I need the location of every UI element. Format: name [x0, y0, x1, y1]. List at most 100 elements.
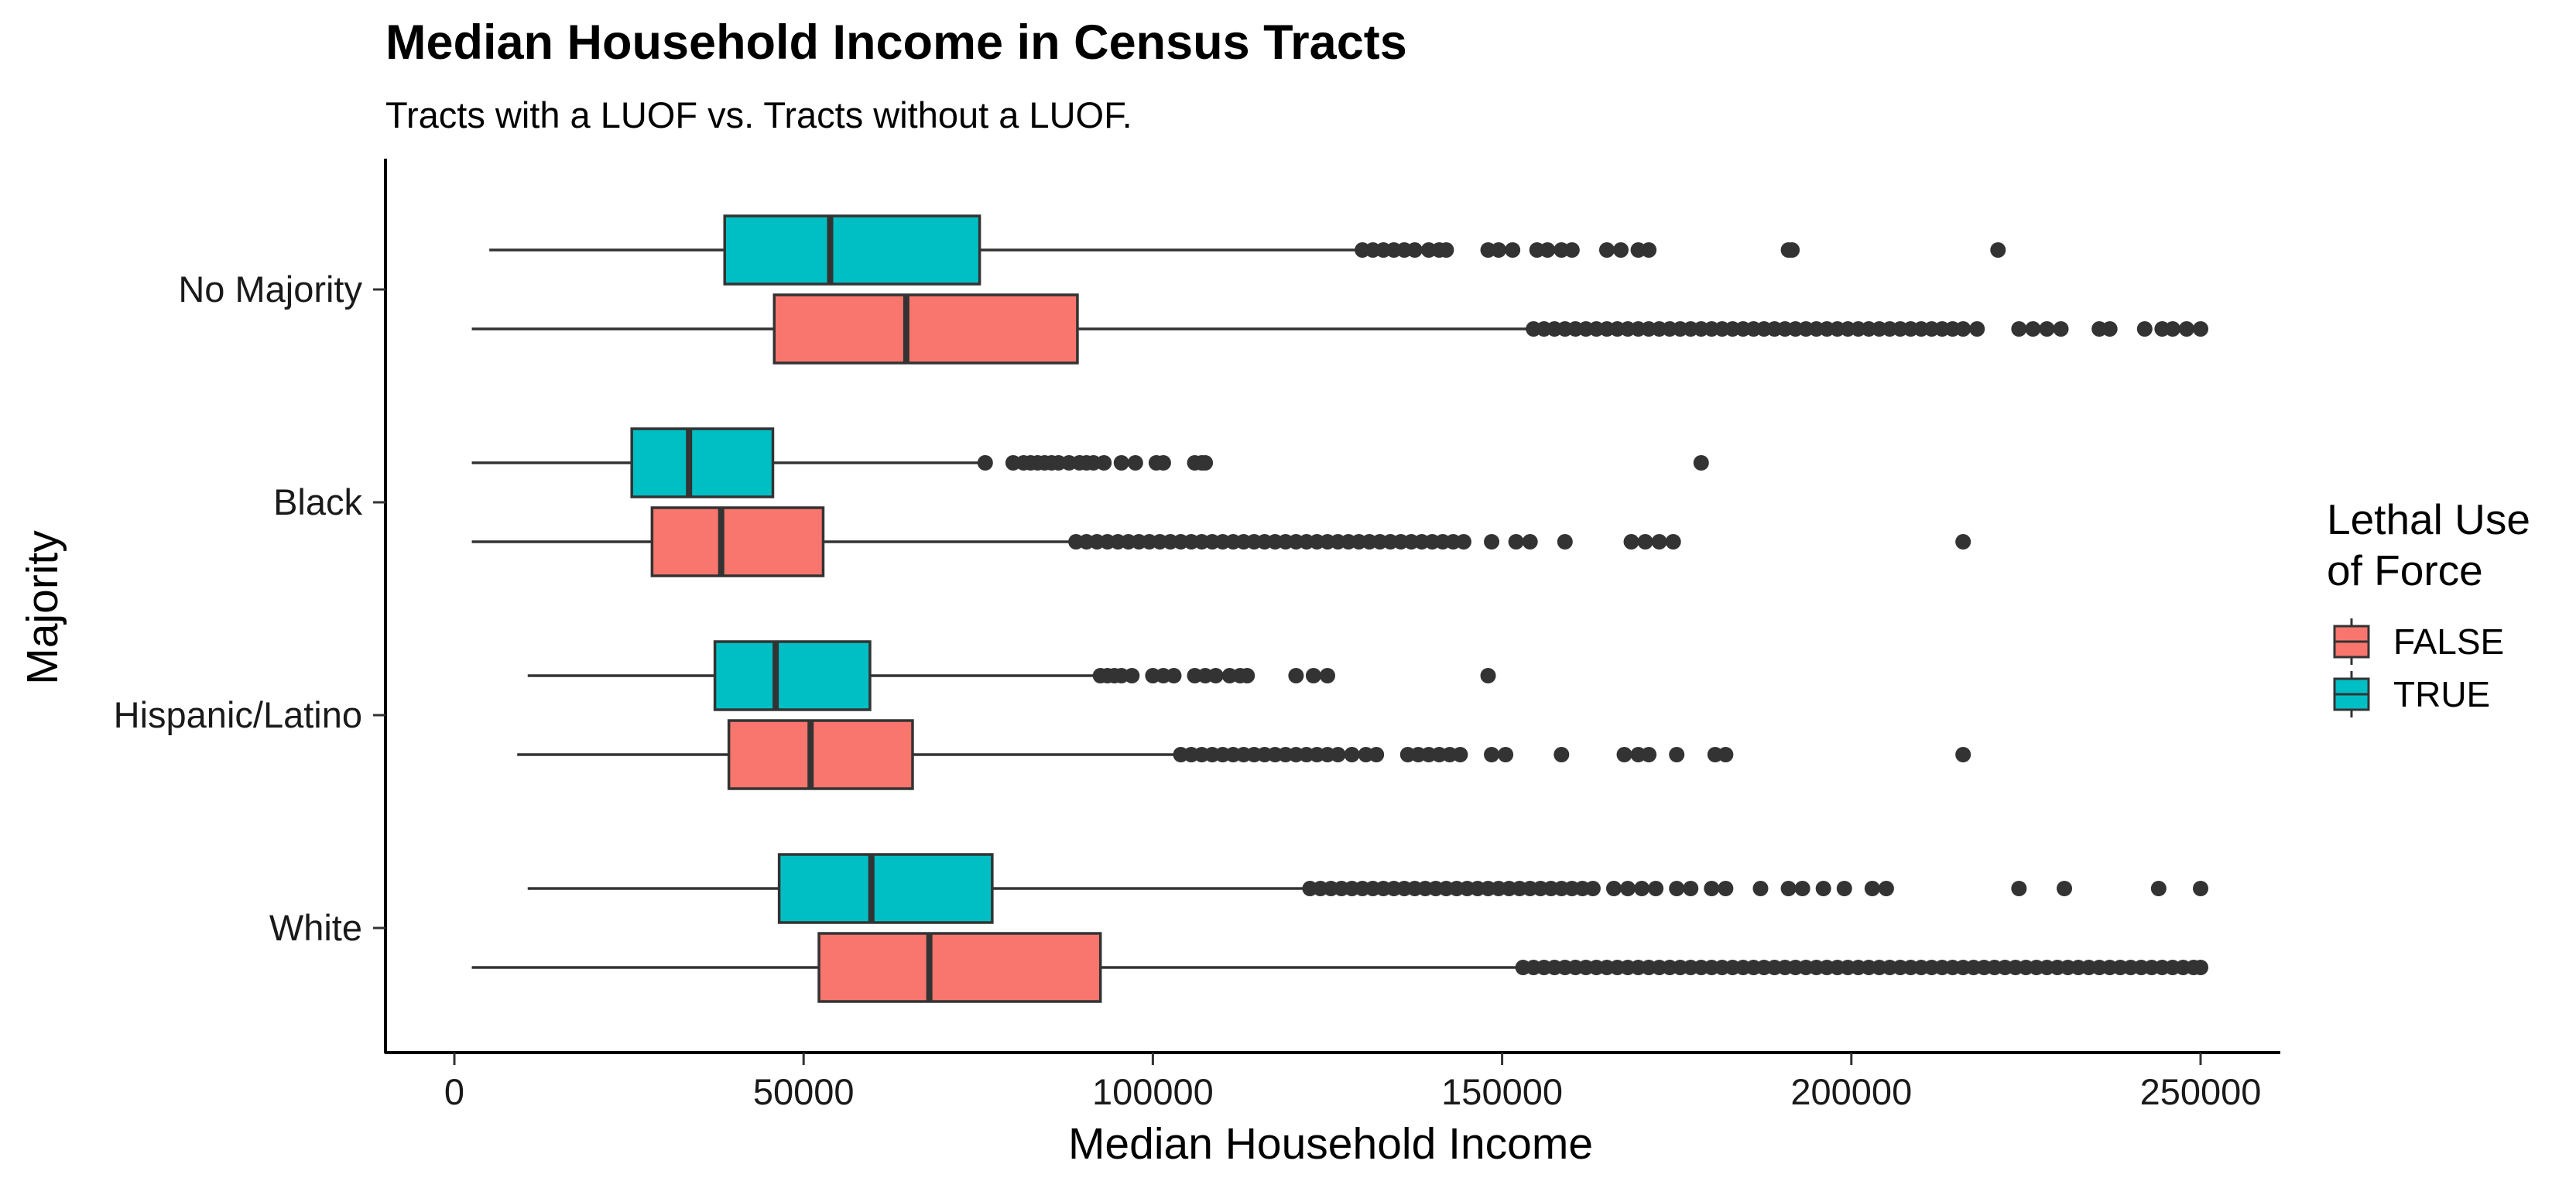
outlier-point — [1955, 321, 1971, 337]
outlier-point — [1634, 881, 1650, 896]
outlier-point — [1969, 321, 1985, 337]
outlier-point — [1955, 534, 1971, 550]
legend-title: of Force — [2327, 546, 2483, 594]
outlier-point — [2102, 321, 2118, 337]
outlier-point — [1613, 242, 1629, 258]
box-black-false — [471, 506, 1971, 577]
outlier-point — [1815, 881, 1831, 896]
box-no-majority-false — [471, 293, 2208, 365]
outlier-point — [2011, 881, 2027, 896]
outlier-point — [1584, 881, 1601, 896]
outlier-point — [1491, 242, 1507, 258]
x-axis-title: Median Household Income — [1068, 1119, 1593, 1169]
outlier-point — [1598, 242, 1615, 258]
x-tick-label: 200000 — [1790, 1071, 1912, 1112]
outlier-point — [1780, 881, 1797, 896]
outlier-point — [1784, 242, 1800, 258]
y-tick-label: No Majority — [178, 269, 362, 310]
outlier-point — [2164, 321, 2180, 337]
legend-key-false — [2333, 618, 2370, 665]
outlier-point — [1096, 455, 1112, 471]
y-axis-title: Majority — [18, 530, 67, 685]
outlier-point — [1990, 242, 2006, 258]
outlier-point — [1665, 534, 1681, 550]
outlier-point — [1344, 747, 1360, 762]
x-tick-label: 250000 — [2140, 1071, 2262, 1112]
box-iqr — [630, 427, 775, 498]
x-tick-label: 150000 — [1441, 1071, 1563, 1112]
outlier-point — [1508, 534, 1524, 550]
x-tick-label: 50000 — [753, 1071, 855, 1112]
outlier-point — [2136, 321, 2153, 337]
box-iqr — [817, 932, 1102, 1003]
outlier-point — [1718, 881, 1734, 896]
outlier-point — [1505, 242, 1521, 258]
outlier-point — [1438, 242, 1454, 258]
outlier-point — [2053, 321, 2069, 337]
box-no-majority-true — [489, 214, 2006, 286]
box-iqr — [772, 293, 1079, 365]
outlier-point — [1637, 534, 1653, 550]
outlier-point — [1641, 747, 1657, 762]
outlier-point — [2150, 881, 2167, 896]
outlier-point — [1693, 455, 1709, 471]
outlier-point — [1564, 242, 1580, 258]
outlier-point — [1113, 455, 1129, 471]
outlier-point — [1955, 747, 1971, 762]
legend-label-false: FALSE — [2393, 621, 2504, 662]
outlier-point — [1480, 668, 1496, 683]
outlier-point — [1794, 881, 1810, 896]
box-iqr — [650, 506, 825, 577]
y-tick-label: Black — [273, 481, 362, 522]
outlier-point — [2025, 321, 2041, 337]
outlier-point — [2193, 960, 2208, 975]
outlier-point — [2178, 321, 2194, 337]
outlier-point — [1166, 668, 1182, 683]
box-hispanic-latino-true — [527, 640, 1496, 711]
outlier-point — [1208, 668, 1224, 683]
outlier-point — [1239, 668, 1255, 683]
chart-subtitle: Tracts with a LUOF vs. Tracts without a … — [385, 94, 1132, 135]
outlier-point — [2011, 321, 2027, 337]
outlier-point — [1718, 747, 1734, 762]
outlier-point — [1651, 534, 1667, 550]
outlier-point — [1498, 747, 1514, 762]
outlier-point — [1683, 881, 1699, 896]
outlier-point — [1648, 881, 1664, 896]
box-white-true — [527, 853, 2208, 924]
outlier-point — [1616, 747, 1632, 762]
outlier-point — [1836, 881, 1852, 896]
outlier-point — [1368, 747, 1385, 762]
outlier-point — [1557, 534, 1573, 550]
outlier-point — [1197, 455, 1214, 471]
x-tick-label: 0 — [444, 1071, 464, 1112]
box-hispanic-latino-false — [517, 719, 1971, 790]
outlier-point — [1320, 668, 1335, 683]
box-iqr — [777, 853, 994, 924]
legend-label-true: TRUE — [2393, 674, 2490, 714]
plot-area — [471, 214, 2208, 1003]
x-axis: 0 50000 100000 150000 200000 250000 — [385, 1051, 2280, 1112]
x-tick-label: 100000 — [1092, 1071, 1214, 1112]
outlier-point — [1605, 881, 1622, 896]
outlier-point — [1752, 881, 1769, 896]
y-axis: No Majority Black Hispanic/Latino White — [114, 159, 387, 1053]
outlier-point — [1127, 455, 1143, 471]
outlier-point — [1484, 534, 1500, 550]
chart-title: Median Household Income in Census Tracts — [385, 15, 1407, 70]
outlier-point — [977, 455, 993, 471]
outlier-point — [1330, 747, 1346, 762]
box-iqr — [723, 214, 981, 286]
outlier-point — [2057, 881, 2073, 896]
legend-key-true — [2333, 671, 2370, 717]
y-tick-label: White — [269, 907, 362, 948]
outlier-point — [1864, 881, 1880, 896]
outlier-point — [1288, 668, 1304, 683]
outlier-point — [1620, 881, 1636, 896]
box-white-false — [471, 932, 2208, 1003]
box-iqr — [727, 719, 914, 790]
outlier-point — [1124, 668, 1140, 683]
